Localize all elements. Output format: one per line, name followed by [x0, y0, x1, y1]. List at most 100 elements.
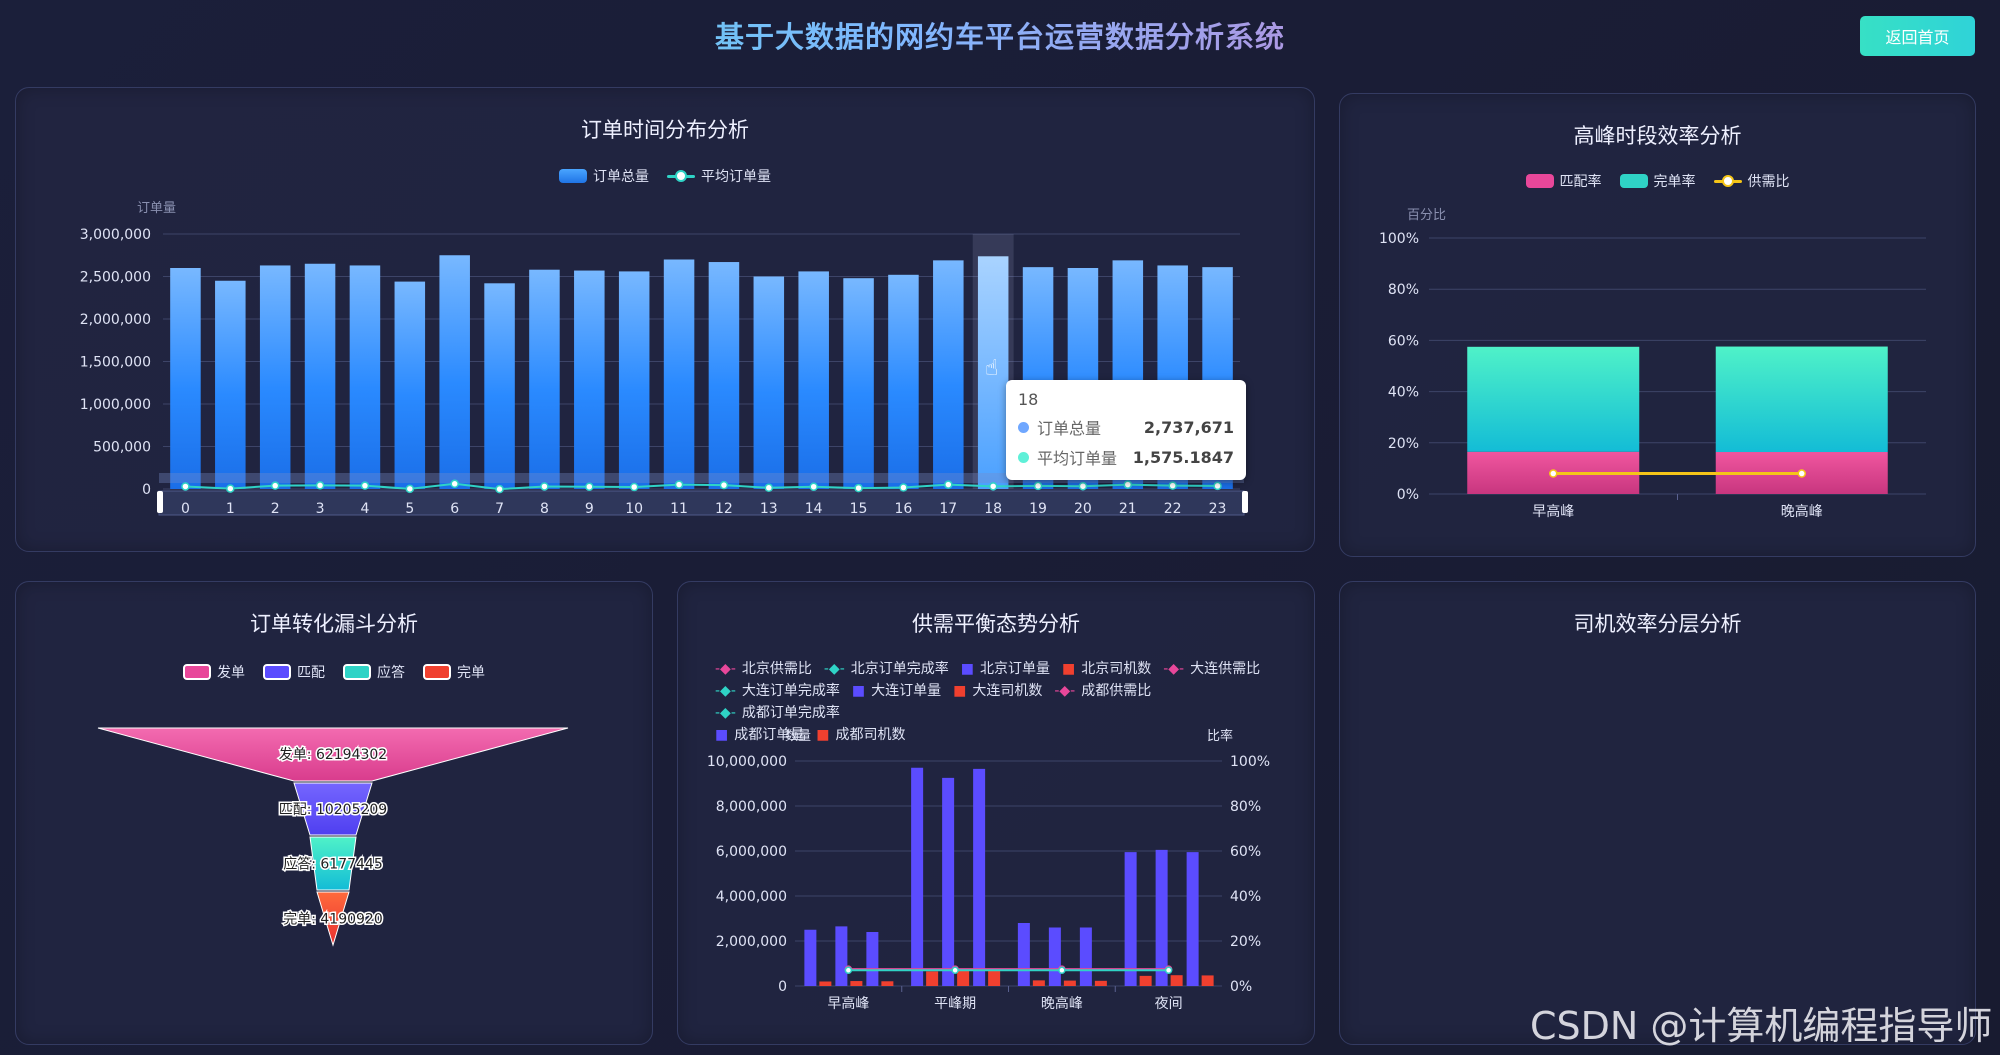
- ratio-point: [1058, 966, 1066, 974]
- x-tick-label: 13: [760, 501, 778, 517]
- legend-swatch-icon: [1619, 174, 1648, 188]
- line-point: [899, 483, 908, 492]
- bar: [574, 270, 605, 489]
- diamond-line-icon: -◆-: [823, 661, 845, 677]
- bar-driver-count: [1063, 980, 1076, 986]
- watermark: CSDN @计算机编程指导师: [1530, 1004, 1993, 1048]
- line-point: [1213, 481, 1222, 491]
- x-tick-label: 3: [316, 501, 325, 517]
- legend-item[interactable]: ■ 北京司机数: [1062, 658, 1151, 680]
- y-tick-label-right: 80%: [1230, 799, 1261, 815]
- bar: [933, 260, 964, 489]
- y-tick-label: 3,000,000: [80, 227, 151, 243]
- legend-item[interactable]: -◆- 成都供需比: [1054, 680, 1151, 702]
- line-point: [629, 482, 639, 492]
- line-point: [1123, 480, 1133, 489]
- legend-item[interactable]: -◆- 成都订单完成率: [715, 702, 840, 724]
- legend-item-ratio[interactable]: 供需比: [1713, 171, 1790, 191]
- legend-item[interactable]: ■ 成都司机数: [816, 724, 905, 746]
- datazoom-handle-left: [157, 491, 163, 513]
- tooltip-hour: 18: [1018, 390, 1039, 409]
- legend-item-total[interactable]: 订单总量: [559, 166, 649, 186]
- legend-item-match[interactable]: 匹配: [263, 662, 325, 682]
- legend-item-complete[interactable]: 完单: [423, 662, 485, 682]
- bar: [439, 255, 470, 489]
- legend-item-complete[interactable]: 完单率: [1619, 171, 1696, 191]
- bar: [708, 262, 740, 489]
- panel-title: 订单时间分布分析: [581, 118, 749, 142]
- line-point: [226, 484, 235, 493]
- line-point: [944, 480, 953, 489]
- legend-item[interactable]: ■ 大连司机数: [953, 680, 1042, 702]
- bar: [304, 263, 336, 489]
- bar-driver-count: [1139, 975, 1152, 986]
- bar-order-volume: [1079, 927, 1092, 986]
- square-icon: ■: [953, 683, 967, 699]
- diamond-line-icon: -◆-: [715, 705, 736, 721]
- tooltip-dot-icon: [1018, 421, 1029, 433]
- panel-supply-demand: 供需平衡态势分析: [677, 581, 1315, 1045]
- y-tick-label: 0: [142, 482, 151, 498]
- ratio-point: [1164, 966, 1173, 974]
- panel-title: 高峰时段效率分析: [1573, 124, 1742, 148]
- legend-item[interactable]: -◆- 大连供需比: [1163, 658, 1260, 680]
- y-tick-label: 20%: [1388, 436, 1419, 452]
- legend-item[interactable]: ■ 大连订单量: [852, 680, 941, 702]
- y-tick-label: 10,000,000: [707, 754, 787, 770]
- square-icon: ■: [1061, 661, 1076, 677]
- legend-item-answer[interactable]: 应答: [343, 662, 405, 682]
- panel-title: 订单转化漏斗分析: [250, 612, 418, 636]
- y-tick-label-right: 20%: [1230, 934, 1261, 950]
- y-tick-label: 2,500,000: [80, 270, 151, 286]
- chart-legend: 发单 匹配 应答 完单: [16, 662, 652, 682]
- bar-complete-rate: [1715, 346, 1888, 453]
- legend-item[interactable]: -◆- 大连订单完成率: [715, 680, 840, 702]
- y-axis-label: 订单量: [137, 201, 176, 216]
- bar: [753, 276, 785, 489]
- back-home-button[interactable]: 返回首页: [1860, 16, 1975, 56]
- bar-order-volume: [866, 932, 879, 986]
- bar-order-volume: [911, 767, 924, 986]
- y-tick-label: 0: [778, 979, 787, 995]
- line-point: [405, 484, 415, 494]
- bar-driver-count: [957, 970, 970, 986]
- line-point: [181, 482, 190, 491]
- datazoom-handle-right: [1242, 491, 1248, 513]
- x-tick-label: 平峰期: [934, 996, 976, 1012]
- chart-legend: 匹配率 完单率 供需比: [1340, 171, 1975, 191]
- x-tick-label: 晚高峰: [1041, 995, 1083, 1012]
- legend-item[interactable]: -◆- 北京订单完成率: [824, 658, 949, 680]
- legend-item[interactable]: ■ 北京订单量: [961, 658, 1050, 680]
- funnel-segment: [293, 782, 373, 836]
- legend-item[interactable]: ■ 成都订单量: [715, 724, 804, 746]
- funnel-label: 应答: 6177445: [283, 856, 383, 873]
- square-icon: ■: [851, 683, 866, 699]
- y-tick-label: 80%: [1388, 282, 1419, 298]
- tooltip-dot-icon: [1018, 451, 1029, 463]
- legend-swatch-icon: [559, 169, 587, 183]
- y-axis-label-right: 比率: [1207, 728, 1233, 744]
- x-tick-label: 8: [540, 501, 549, 517]
- bar-order-volume: [973, 768, 986, 986]
- funnel-label: 发单: 62194302: [279, 747, 387, 763]
- legend-item[interactable]: -◆- 北京供需比: [715, 658, 812, 680]
- y-tick-label: 500,000: [93, 440, 151, 456]
- x-tick-label: 7: [495, 501, 504, 517]
- x-tick-label: 14: [805, 501, 823, 517]
- legend-item-order[interactable]: 发单: [183, 662, 245, 682]
- legend-item-average[interactable]: 平均订单量: [667, 166, 771, 186]
- bar-driver-count: [819, 981, 832, 986]
- bar-driver-count: [850, 981, 863, 986]
- legend-item-match[interactable]: 匹配率: [1525, 171, 1602, 191]
- diamond-line-icon: -◆-: [1163, 661, 1185, 677]
- bar-driver-count: [988, 970, 1001, 986]
- y-tick-label: 40%: [1388, 385, 1419, 401]
- y-tick-label: 1,000,000: [80, 397, 151, 413]
- x-tick-label: 20: [1074, 501, 1092, 517]
- funnel-chart: 发单: 62194302 匹配: 10205209 应答: 6177445 完单: 4…: [97, 727, 569, 947]
- x-tick-label: 晚高峰: [1781, 503, 1823, 520]
- line-point: [809, 482, 818, 491]
- ratio-point: [951, 966, 959, 974]
- bar: [215, 280, 246, 489]
- bar-order-volume: [804, 929, 817, 986]
